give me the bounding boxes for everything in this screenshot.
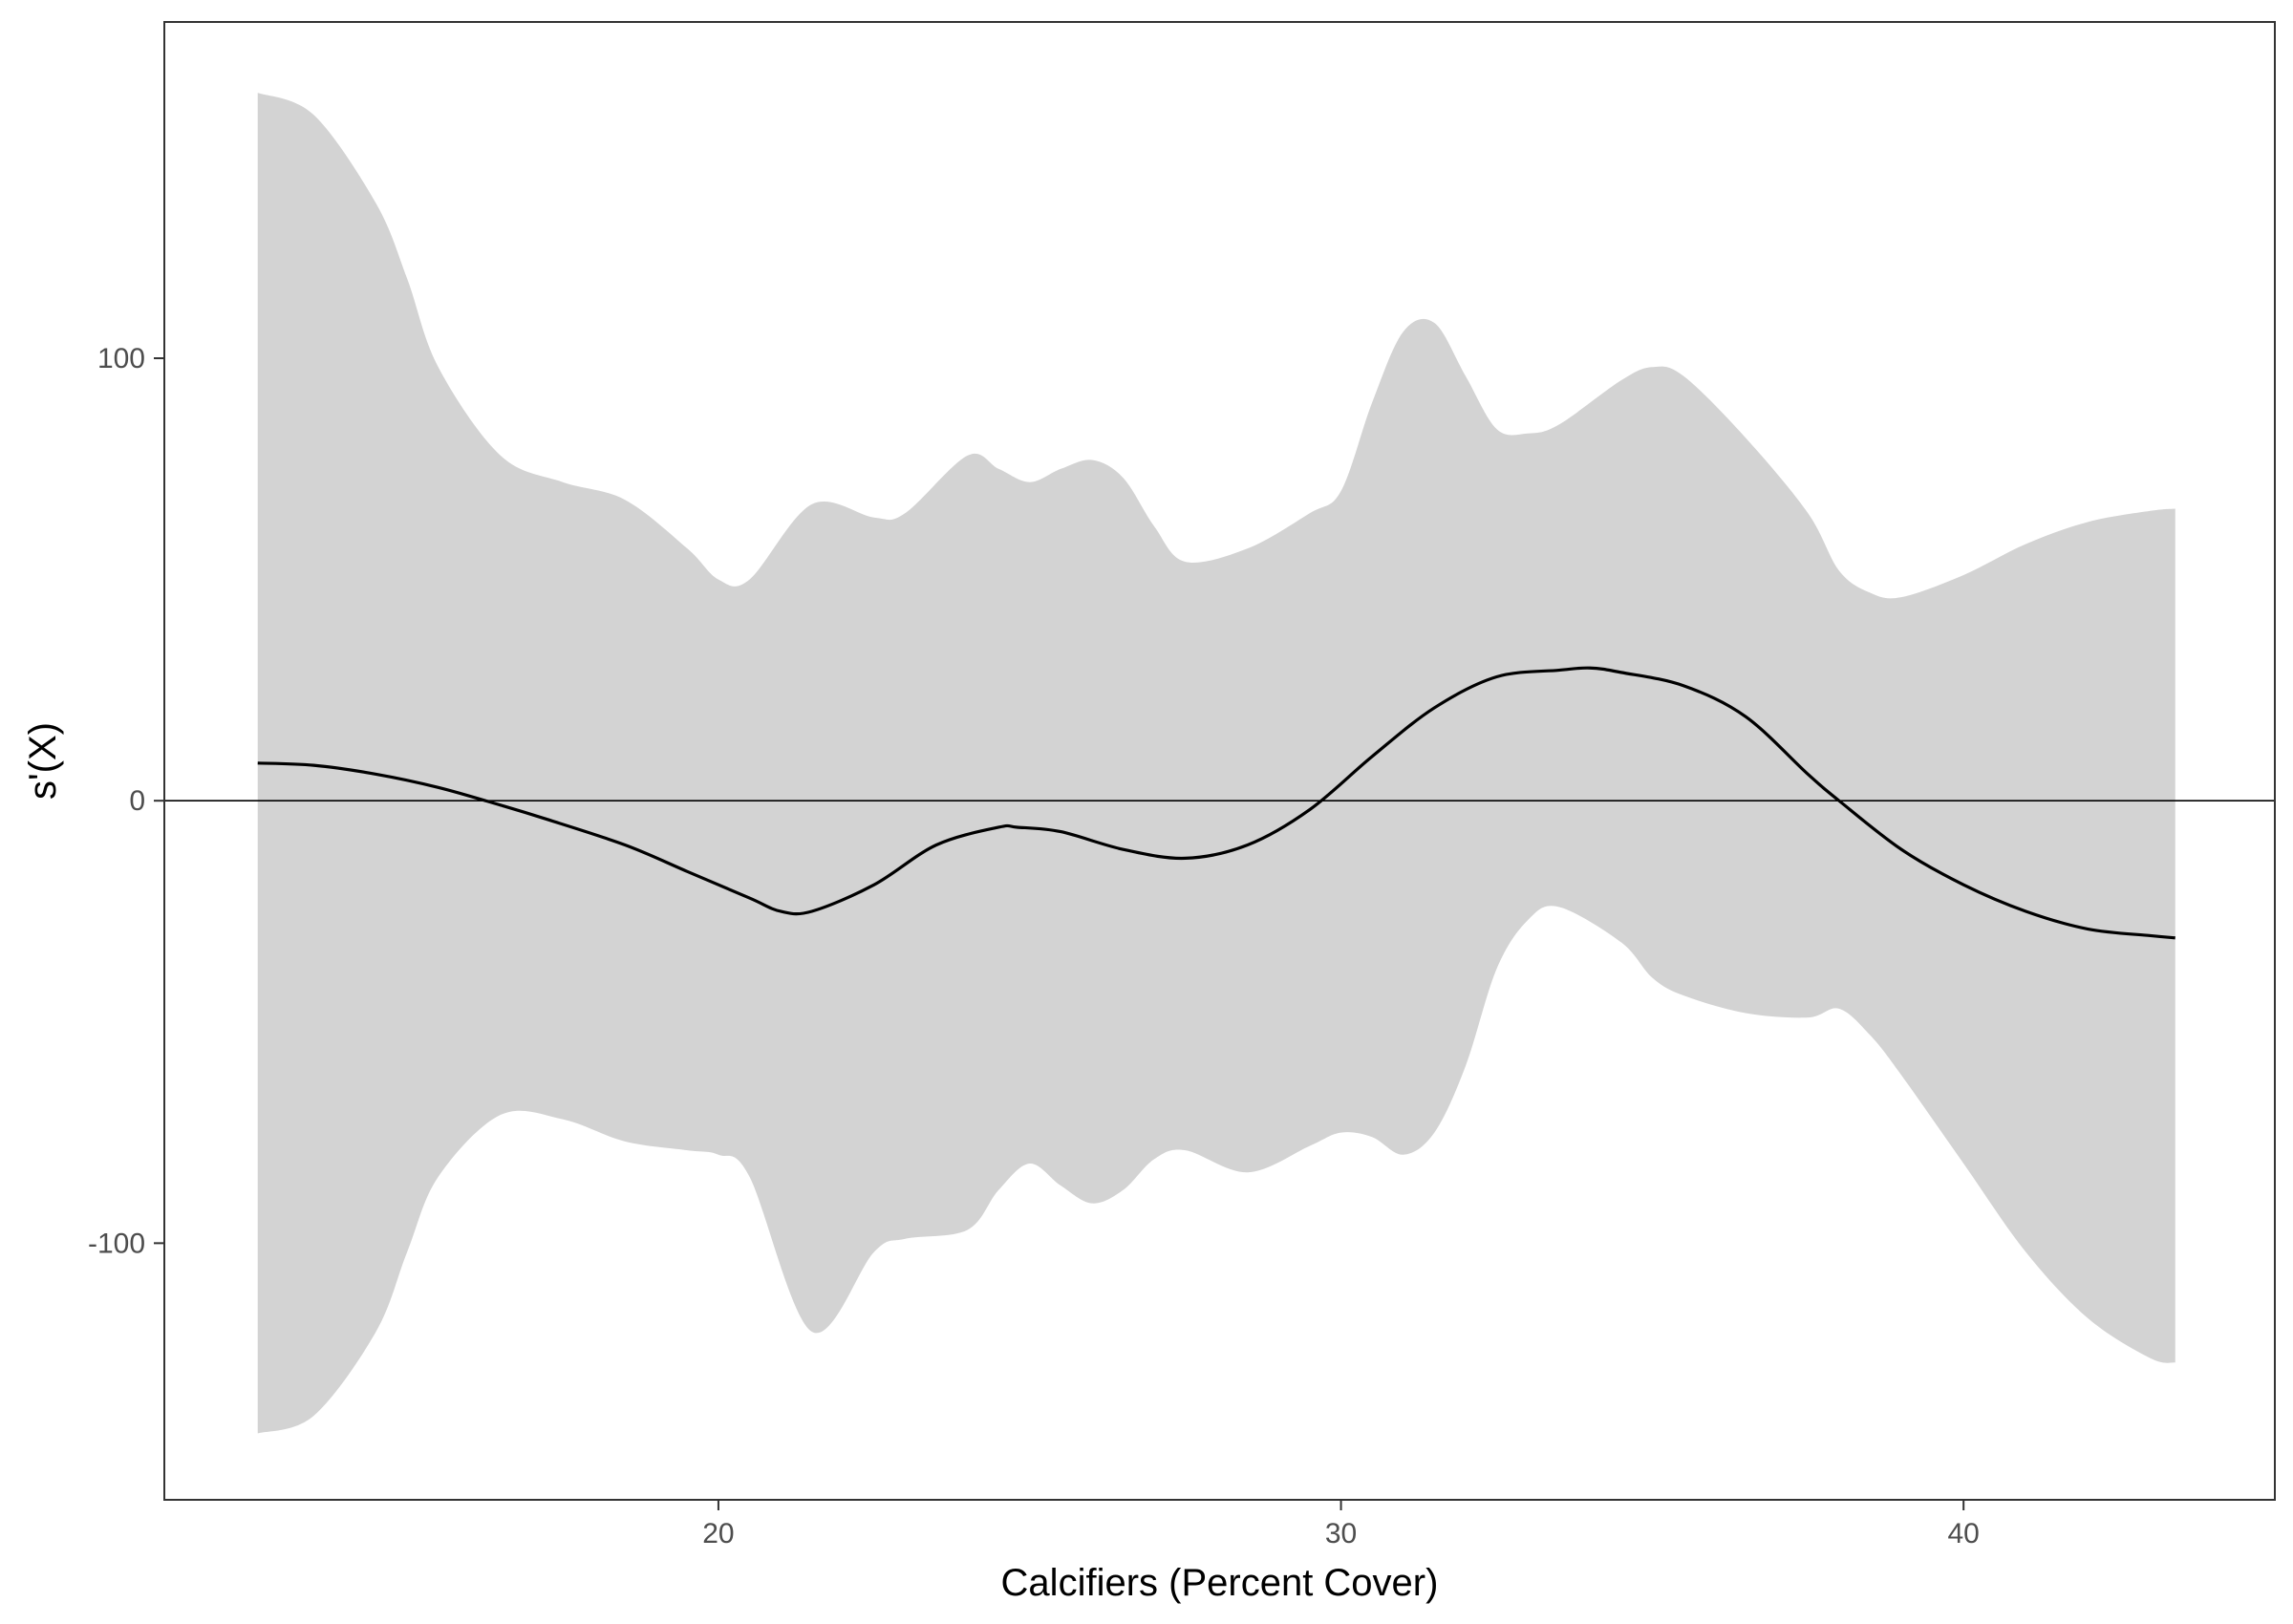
x-tick-label: 30 [1325,1518,1357,1549]
x-tick-label: 40 [1948,1518,1980,1549]
x-tick-label: 20 [702,1518,734,1549]
y-tick-label: 0 [129,785,145,817]
y-axis-title: s'(X) [22,722,64,800]
panel-border [163,21,2276,1501]
y-tick-label: -100 [88,1228,145,1259]
plot-area [164,93,2275,1434]
x-axis-title: Calcifiers (Percent Cover) [1001,1562,1439,1604]
confidence-band [257,93,2175,1434]
axes: 20 30 40 -100 0 100 [88,21,2276,1549]
y-tick-label: 100 [97,343,145,374]
derivative-line [257,666,2175,940]
